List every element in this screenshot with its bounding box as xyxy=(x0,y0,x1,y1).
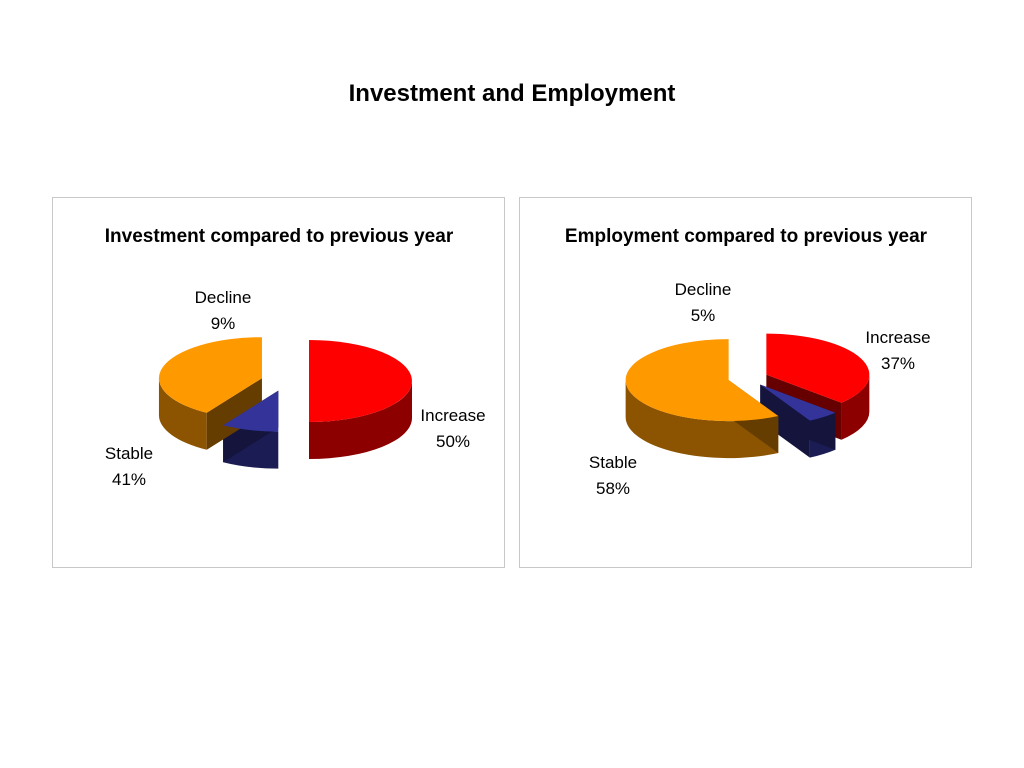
employment-chart-title: Employment compared to previous year xyxy=(565,226,928,247)
slice-label-decline: Decline xyxy=(675,280,732,299)
investment-chart-title: Investment compared to previous year xyxy=(105,226,454,247)
slice-cut-decline-1 xyxy=(760,384,810,458)
slice-label-increase: Increase xyxy=(865,328,930,347)
slice-value-stable: 58% xyxy=(596,479,630,498)
slice-value-stable: 41% xyxy=(112,470,146,489)
employment-pie-chart: Employment compared to previous year Inc… xyxy=(565,226,931,498)
investment-chart-panel: Investment compared to previous year Inc… xyxy=(52,197,505,568)
pie-slice-increase xyxy=(309,340,412,422)
slice-value-increase: 37% xyxy=(881,354,915,373)
slice-label-increase: Increase xyxy=(420,406,485,425)
slice-label-stable: Stable xyxy=(105,444,153,463)
investment-pie-labels: Increase 50% Decline 9% Stable 41% xyxy=(105,288,486,489)
pie-slice-stable xyxy=(625,339,779,422)
slice-side-stable-0 xyxy=(625,380,779,459)
slice-side-increase-0 xyxy=(309,381,412,459)
slice-cut-stable-0 xyxy=(206,378,262,450)
employment-chart-panel: Employment compared to previous year Inc… xyxy=(519,197,972,568)
employment-pie-labels: Increase 37% Decline 5% Stable 58% xyxy=(589,280,931,498)
pie-slice-stable xyxy=(158,337,262,413)
investment-pie-chart: Investment compared to previous year Inc… xyxy=(105,226,486,489)
slice-value-decline: 5% xyxy=(691,306,716,325)
slice-label-decline: Decline xyxy=(195,288,252,307)
pie-slice-increase xyxy=(766,333,870,403)
pie-slice-decline xyxy=(760,384,836,421)
employment-pie-tops xyxy=(625,333,870,422)
pie-slice-decline xyxy=(223,390,279,432)
slice-value-decline: 9% xyxy=(211,314,236,333)
slice-label-stable: Stable xyxy=(589,453,637,472)
page-title: Investment and Employment xyxy=(348,80,676,107)
slice-value-increase: 50% xyxy=(436,432,470,451)
slice-side-stable-0 xyxy=(158,378,207,450)
slice-side-increase-0 xyxy=(841,374,870,440)
investment-pie-tops xyxy=(158,337,412,432)
